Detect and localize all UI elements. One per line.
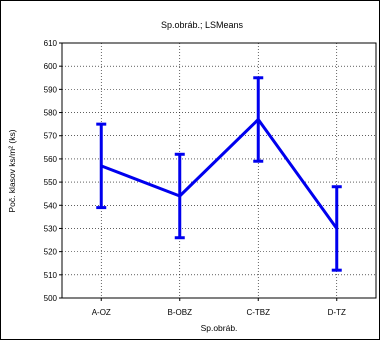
y-tick-label: 580 — [44, 109, 58, 118]
y-tick-label: 540 — [44, 201, 58, 210]
y-tick-label: 550 — [44, 178, 58, 187]
x-tick-label: A-OZ — [92, 308, 111, 317]
plot-area — [61, 42, 377, 299]
x-tick-label: B-OBZ — [168, 308, 193, 317]
chart-title: Sp.obráb.; LSMeans — [161, 20, 244, 30]
y-tick-label: 510 — [44, 271, 58, 280]
y-tick-label: 570 — [44, 132, 58, 141]
y-tick-label: 520 — [44, 248, 58, 257]
grid-lines — [62, 43, 376, 298]
y-tick-label: 560 — [44, 155, 58, 164]
y-tick-label: 500 — [44, 294, 58, 303]
y-tick-label: 600 — [44, 62, 58, 71]
x-axis-ticks: A-OZ B-OBZ C-TBZ D-TZ — [92, 298, 346, 317]
x-tick-label: D-TZ — [328, 308, 346, 317]
x-tick-label: C-TBZ — [246, 308, 270, 317]
y-axis-label: Poč. klasov ks/m² (ks) — [7, 129, 17, 212]
x-axis-label: Sp.obráb. — [201, 323, 238, 333]
y-axis-ticks: 500 510 520 530 540 550 560 570 580 590 600 610 — [44, 39, 62, 303]
y-tick-label: 530 — [44, 224, 58, 233]
y-tick-label: 590 — [44, 85, 58, 94]
series-line — [100, 118, 338, 230]
y-tick-label: 610 — [44, 39, 58, 48]
